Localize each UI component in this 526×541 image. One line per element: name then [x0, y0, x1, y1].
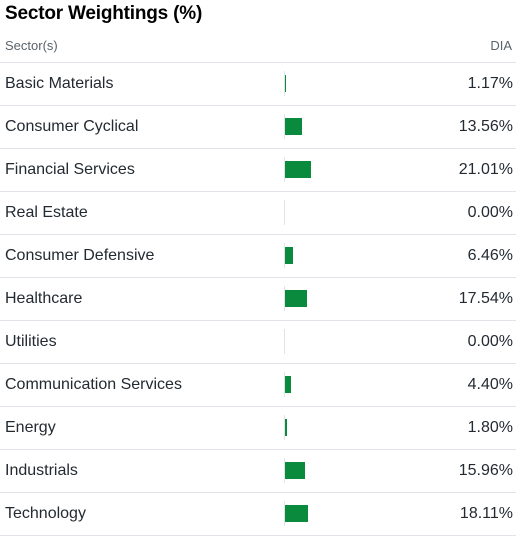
table-row: Consumer Defensive 6.46%	[0, 235, 516, 278]
sector-name: Consumer Cyclical	[5, 118, 139, 135]
weight-bar-track	[284, 329, 404, 354]
table-header: Sector(s) DIA	[0, 34, 516, 63]
table-row: Energy 1.80%	[0, 407, 516, 450]
table-row: Consumer Cyclical 13.56%	[0, 106, 516, 149]
sector-list: Basic Materials 1.17% Consumer Cyclical …	[0, 63, 516, 536]
weight-bar-track	[284, 372, 404, 397]
table-row: Financial Services 21.01%	[0, 149, 516, 192]
sector-weight: 0.00%	[467, 204, 513, 221]
weight-bar-track	[284, 458, 404, 483]
sector-weight: 18.11%	[459, 505, 513, 522]
sector-name: Consumer Defensive	[5, 247, 155, 264]
weight-bar-track	[284, 286, 404, 311]
sector-name: Technology	[5, 505, 86, 522]
sector-name: Healthcare	[5, 290, 83, 307]
weight-bar-track	[284, 243, 404, 268]
weight-bar	[285, 75, 287, 92]
table-row: Communication Services 4.40%	[0, 364, 516, 407]
weight-bar-track	[284, 501, 404, 526]
weight-bar	[285, 247, 294, 264]
weight-bar	[285, 290, 307, 307]
sector-weight: 1.80%	[467, 419, 513, 436]
weight-bar-track	[284, 114, 404, 139]
sector-weight: 6.46%	[467, 247, 513, 264]
sector-name: Utilities	[5, 333, 57, 350]
sector-name: Financial Services	[5, 161, 135, 178]
weight-bar-track	[284, 415, 404, 440]
weight-bar	[285, 505, 308, 522]
fund-column-header: DIA	[490, 38, 512, 53]
sector-weight: 15.96%	[458, 462, 513, 479]
table-row: Industrials 15.96%	[0, 450, 516, 493]
sector-name: Communication Services	[5, 376, 182, 393]
table-row: Utilities 0.00%	[0, 321, 516, 364]
weight-bar	[285, 376, 291, 393]
weight-bar	[285, 419, 288, 436]
sector-name: Basic Materials	[5, 75, 114, 92]
sector-column-header: Sector(s)	[5, 38, 58, 53]
sector-weight: 17.54%	[458, 290, 513, 307]
sector-weight: 1.17%	[467, 75, 513, 92]
sector-weight: 4.40%	[467, 376, 513, 393]
weight-bar-track	[284, 157, 404, 182]
table-row: Technology 18.11%	[0, 493, 516, 536]
sector-name: Industrials	[5, 462, 78, 479]
sector-weight: 0.00%	[467, 333, 513, 350]
table-row: Basic Materials 1.17%	[0, 63, 516, 106]
weight-bar-track	[284, 71, 404, 96]
table-row: Healthcare 17.54%	[0, 278, 516, 321]
sector-weight: 13.56%	[458, 118, 513, 135]
weight-bar	[285, 462, 305, 479]
sector-name: Energy	[5, 419, 56, 436]
table-row: Real Estate 0.00%	[0, 192, 516, 235]
weight-bar-track	[284, 200, 404, 225]
weight-bar	[285, 161, 312, 178]
sector-weight: 21.01%	[458, 161, 513, 178]
page-title: Sector Weightings (%)	[5, 3, 203, 24]
sector-name: Real Estate	[5, 204, 88, 221]
weight-bar	[285, 118, 302, 135]
